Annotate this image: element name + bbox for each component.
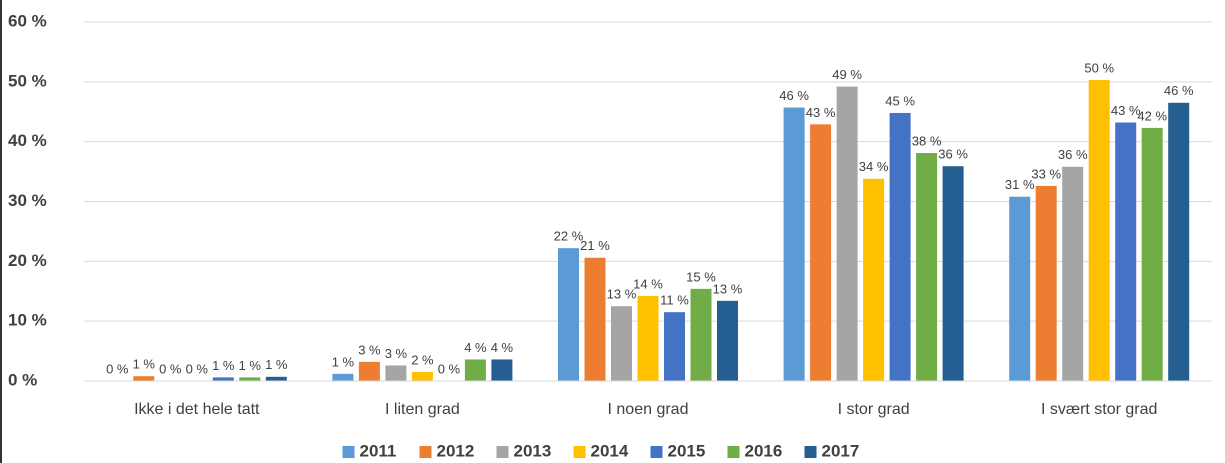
legend-label: 2017 — [822, 441, 860, 460]
value-label: 2 % — [411, 352, 434, 367]
bar — [1035, 185, 1057, 381]
bar — [491, 359, 513, 381]
x-tick-label: Ikke i det hele tatt — [134, 401, 260, 418]
bar — [664, 312, 685, 381]
value-label: 0 % — [186, 361, 209, 376]
bar — [863, 178, 885, 381]
legend-label: 2014 — [591, 441, 629, 460]
value-label: 0 % — [438, 361, 461, 376]
bar — [916, 153, 938, 381]
value-label: 34 % — [859, 159, 889, 174]
value-label: 36 % — [1058, 147, 1088, 162]
legend-swatch — [419, 446, 432, 458]
bar — [889, 112, 911, 382]
legend-swatch — [342, 446, 355, 458]
y-tick-label: 30 % — [8, 191, 47, 210]
y-tick-label: 20 % — [8, 251, 47, 270]
value-label: 46 % — [1164, 83, 1194, 98]
value-label: 11 % — [660, 293, 689, 308]
legend-swatch — [573, 446, 586, 458]
value-label: 43 % — [806, 105, 836, 120]
bar — [411, 372, 433, 381]
y-tick-label: 50 % — [8, 71, 47, 90]
value-label: 33 % — [1031, 166, 1061, 181]
legend-label: 2012 — [437, 441, 475, 460]
value-label: 13 % — [713, 281, 743, 296]
value-label: 50 % — [1084, 60, 1114, 75]
bar — [558, 248, 579, 381]
x-tick-label: I liten grad — [385, 401, 460, 418]
value-label: 1 % — [239, 358, 262, 373]
value-label: 0 % — [159, 361, 182, 376]
bar — [1115, 122, 1137, 382]
bar — [1141, 127, 1163, 381]
bar — [810, 124, 832, 381]
bar — [212, 377, 234, 381]
x-tick-label: I svært stor grad — [1041, 401, 1157, 418]
value-label: 1 % — [133, 357, 156, 372]
value-label: 42 % — [1137, 108, 1167, 123]
legend-swatch — [650, 446, 663, 458]
bar — [637, 296, 659, 381]
bar — [239, 377, 261, 381]
bar — [1009, 196, 1031, 381]
value-label: 22 % — [554, 229, 584, 244]
bar — [942, 166, 964, 381]
y-tick-label: 60 % — [8, 11, 47, 30]
value-label: 31 % — [1005, 177, 1035, 192]
legend-swatch — [804, 446, 817, 458]
bar — [358, 361, 380, 381]
bar — [717, 300, 738, 381]
bar — [265, 376, 287, 381]
bar — [690, 288, 712, 381]
bar — [1062, 166, 1084, 381]
value-label: 3 % — [358, 342, 381, 357]
value-label: 21 % — [580, 238, 610, 253]
value-label: 4 % — [464, 340, 487, 355]
bar — [611, 306, 632, 381]
legend-label: 2013 — [514, 441, 552, 460]
value-label: 36 % — [938, 147, 968, 162]
x-tick-label: I stor grad — [838, 401, 910, 418]
bar — [836, 86, 858, 382]
legend-swatch — [727, 446, 740, 458]
value-label: 1 % — [212, 358, 235, 373]
value-label: 0 % — [106, 361, 129, 376]
y-tick-label: 40 % — [8, 131, 47, 150]
legend-label: 2016 — [745, 441, 783, 460]
value-label: 45 % — [885, 93, 915, 108]
bar — [1088, 80, 1110, 381]
legend-swatch — [496, 446, 509, 458]
value-label: 43 % — [1111, 103, 1141, 118]
value-label: 15 % — [686, 269, 716, 284]
value-label: 14 % — [633, 276, 663, 291]
value-label: 1 % — [332, 354, 355, 369]
value-label: 38 % — [912, 133, 942, 148]
bar — [464, 359, 486, 381]
value-label: 1 % — [265, 357, 288, 372]
x-tick-label: I noen grad — [608, 401, 689, 418]
y-tick-label: 0 % — [8, 370, 37, 389]
bar — [385, 365, 407, 381]
bar — [332, 373, 354, 381]
y-tick-label: 10 % — [8, 311, 47, 330]
legend-label: 2015 — [668, 441, 706, 460]
value-label: 46 % — [779, 88, 809, 103]
value-label: 4 % — [491, 340, 514, 355]
value-label: 3 % — [385, 346, 408, 361]
bar — [584, 257, 606, 381]
value-label: 13 % — [607, 287, 637, 302]
value-label: 49 % — [832, 67, 862, 82]
bar — [783, 107, 805, 381]
bar — [1168, 102, 1190, 382]
legend-label: 2011 — [360, 441, 397, 460]
bar — [133, 376, 155, 381]
